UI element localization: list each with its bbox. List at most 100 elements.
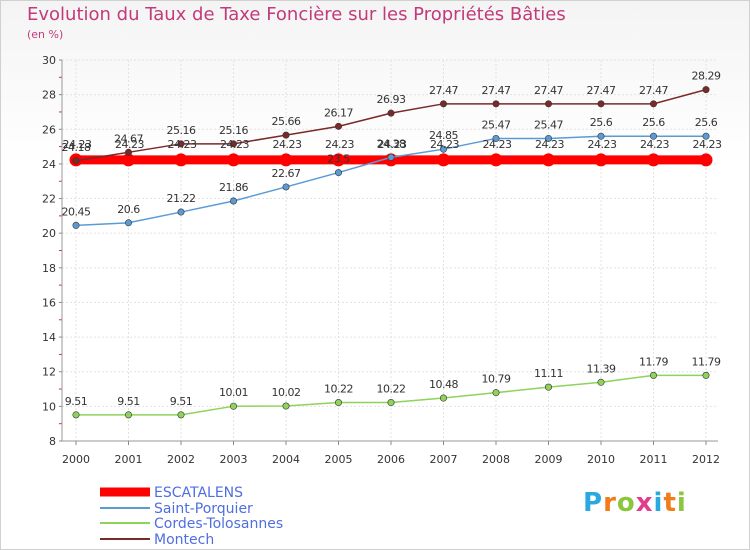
data-point bbox=[649, 371, 657, 379]
data-point bbox=[647, 153, 660, 167]
data-point bbox=[72, 411, 80, 419]
data-label: 27.47 bbox=[429, 84, 458, 97]
data-label: 24.23 bbox=[430, 138, 459, 151]
x-tick-label: 2009 bbox=[535, 453, 563, 466]
logo-letter: x bbox=[635, 488, 654, 518]
data-label: 25.16 bbox=[167, 124, 196, 137]
x-tick-label: 2008 bbox=[482, 453, 510, 466]
data-label: 25.66 bbox=[272, 115, 301, 128]
data-point bbox=[649, 132, 657, 140]
data-label: 10.22 bbox=[324, 383, 353, 396]
data-point bbox=[594, 153, 608, 167]
data-label: 24.38 bbox=[377, 137, 406, 150]
data-labels: 24.23 24.23 24.23 24.23 24.23 24.23 24.23 24.23… bbox=[62, 70, 723, 408]
data-point bbox=[125, 219, 133, 227]
data-point bbox=[542, 153, 555, 167]
data-label: 10.01 bbox=[219, 386, 248, 399]
data-point bbox=[230, 140, 238, 148]
data-label: 21.22 bbox=[167, 192, 196, 205]
data-label: 10.22 bbox=[377, 383, 406, 396]
axes: 8 10 12 14 16 18 20 22 24 26 28 30 2000 2001 2002 2003 2… bbox=[42, 54, 720, 466]
proxiti-logo: Proxiti bbox=[583, 488, 687, 518]
y-tick-label: 12 bbox=[42, 366, 56, 379]
data-label: 25.16 bbox=[219, 124, 248, 137]
data-point bbox=[334, 399, 342, 407]
data-label: 24.23 bbox=[115, 138, 144, 151]
data-label: 24.23 bbox=[63, 138, 92, 151]
data-point bbox=[699, 153, 713, 167]
data-label: 25.6 bbox=[590, 116, 613, 129]
data-point bbox=[437, 153, 450, 167]
y-tick-label: 22 bbox=[42, 193, 56, 206]
data-label: 11.79 bbox=[639, 355, 668, 368]
x-tick-label: 2002 bbox=[167, 453, 195, 466]
data-point bbox=[597, 378, 605, 386]
data-label: 24.23 bbox=[168, 138, 197, 151]
data-point bbox=[597, 100, 605, 108]
data-label: 10.48 bbox=[429, 378, 458, 391]
y-tick-label: 18 bbox=[42, 262, 56, 275]
data-point bbox=[492, 134, 500, 142]
data-point bbox=[282, 183, 290, 191]
x-tick-label: 2001 bbox=[115, 453, 143, 466]
data-point bbox=[125, 411, 133, 419]
y-tick-label: 8 bbox=[49, 435, 56, 448]
data-label: 25.6 bbox=[695, 116, 718, 129]
data-label: 11.39 bbox=[587, 362, 616, 375]
logo-letter: r bbox=[603, 488, 617, 518]
legend-label: Cordes-Tolosannes bbox=[154, 516, 283, 532]
data-label: 20.6 bbox=[117, 203, 140, 216]
data-label: 11.11 bbox=[534, 367, 563, 380]
data-point bbox=[649, 100, 657, 108]
data-label: 25.47 bbox=[482, 118, 511, 131]
data-point bbox=[702, 371, 710, 379]
data-point bbox=[439, 145, 447, 153]
x-tick-label: 2004 bbox=[272, 453, 300, 466]
logo-letter: o bbox=[616, 488, 636, 518]
data-label: 28.29 bbox=[692, 70, 721, 83]
data-label: 25.6 bbox=[642, 116, 665, 129]
data-label: 9.51 bbox=[65, 395, 88, 408]
data-point bbox=[492, 389, 500, 397]
data-label: 22.67 bbox=[272, 167, 301, 180]
data-label: 24.23 bbox=[640, 138, 669, 151]
data-label: 24.23 bbox=[378, 138, 407, 151]
data-label: 9.51 bbox=[117, 395, 140, 408]
y-tick-label: 20 bbox=[42, 227, 56, 240]
y-tick-label: 14 bbox=[42, 331, 56, 344]
legend: ESCATALENSSaint-PorquierCordes-Tolosanne… bbox=[100, 485, 283, 548]
logo-letter: i bbox=[653, 488, 664, 518]
data-point bbox=[332, 153, 345, 167]
logo-letter: t bbox=[663, 488, 677, 518]
data-point bbox=[489, 153, 503, 167]
data-label: 27.47 bbox=[587, 84, 616, 97]
data-label: 24.23 bbox=[535, 138, 564, 151]
y-tick-label: 28 bbox=[42, 89, 56, 102]
data-point bbox=[282, 402, 290, 410]
data-point bbox=[702, 86, 710, 94]
data-point bbox=[702, 132, 710, 140]
data-point bbox=[230, 197, 238, 205]
data-point bbox=[544, 100, 552, 108]
data-point bbox=[177, 208, 185, 216]
x-tick-label: 2010 bbox=[587, 453, 615, 466]
x-tick-label: 2011 bbox=[640, 453, 668, 466]
data-point bbox=[230, 402, 238, 410]
data-label: 24.23 bbox=[588, 138, 617, 151]
data-label: 24.23 bbox=[273, 138, 302, 151]
data-point bbox=[122, 153, 135, 167]
data-point bbox=[282, 131, 290, 139]
y-tick-label: 24 bbox=[42, 158, 56, 171]
data-point bbox=[279, 153, 293, 167]
data-label: 26.17 bbox=[324, 106, 353, 119]
data-point bbox=[334, 122, 342, 130]
data-point bbox=[439, 394, 447, 402]
x-tick-label: 2000 bbox=[62, 453, 90, 466]
data-point bbox=[72, 221, 80, 229]
data-label: 10.02 bbox=[272, 386, 301, 399]
data-label: 25.47 bbox=[534, 118, 563, 131]
data-point bbox=[387, 109, 395, 117]
logo-letter: i bbox=[676, 488, 687, 518]
data-point bbox=[334, 169, 342, 177]
